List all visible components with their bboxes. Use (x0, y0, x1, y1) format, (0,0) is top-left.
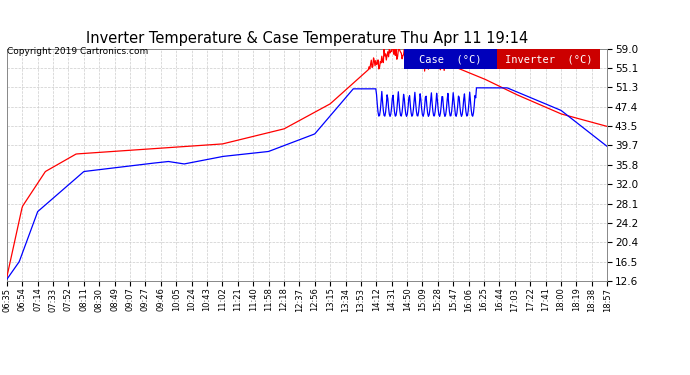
Text: Copyright 2019 Cartronics.com: Copyright 2019 Cartronics.com (7, 47, 148, 56)
Text: Inverter  (°C): Inverter (°C) (505, 54, 592, 64)
Title: Inverter Temperature & Case Temperature Thu Apr 11 19:14: Inverter Temperature & Case Temperature … (86, 31, 528, 46)
Text: Case  (°C): Case (°C) (419, 54, 482, 64)
